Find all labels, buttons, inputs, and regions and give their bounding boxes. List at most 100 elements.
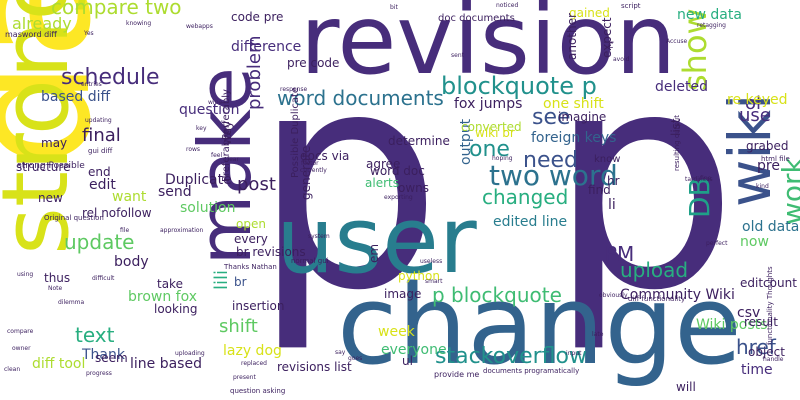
- word-end: end: [88, 165, 111, 179]
- word-avoid: avoid: [613, 56, 630, 63]
- word-deleted: deleted: [655, 79, 708, 95]
- word-wipe: wipe: [208, 99, 223, 106]
- word-code-pre: code pre: [231, 10, 284, 24]
- word-revision: revision: [300, 0, 677, 96]
- word-input: input: [566, 350, 582, 357]
- word-em: em: [367, 243, 381, 263]
- word-take: take: [157, 277, 183, 291]
- word-dilemma: dilemma: [58, 299, 85, 306]
- word-need: need: [523, 148, 578, 173]
- word-lili: lili: [211, 269, 232, 290]
- word-line-based: line based: [130, 356, 202, 372]
- word-retagging: retagging: [697, 22, 726, 29]
- word-using: using: [17, 271, 34, 278]
- word-response: response: [280, 86, 308, 93]
- word-old-data: old data: [742, 219, 800, 235]
- word-alerts: alerts: [365, 176, 399, 190]
- word-edit: edit: [89, 177, 116, 193]
- word-week: week: [378, 324, 415, 340]
- word-entries: entries: [81, 81, 102, 88]
- word-agree: agree: [366, 157, 401, 171]
- word-every: every: [234, 232, 268, 246]
- word-change: change: [337, 261, 742, 389]
- word-sent: sent: [451, 52, 464, 59]
- word-present: present: [233, 374, 256, 381]
- word-owner: owner: [12, 345, 31, 352]
- word-say: say: [335, 349, 346, 356]
- word-another: another: [565, 13, 579, 60]
- word-perfect: perfect: [706, 240, 728, 247]
- word-feel: feel: [211, 152, 223, 159]
- word-stackoverflow: stackoverflow: [435, 344, 587, 369]
- word-noticed: noticed: [496, 2, 519, 9]
- word-user: user: [276, 187, 477, 294]
- word-may: may: [41, 136, 68, 150]
- word-system: system: [308, 233, 330, 240]
- word-pm: PM: [605, 242, 635, 266]
- word-new-data: new data: [677, 7, 742, 23]
- word-foreign-keys: foreign keys: [531, 130, 617, 146]
- word-solution: solution: [180, 200, 236, 216]
- word-will: will: [676, 380, 696, 394]
- word-looking: looking: [154, 302, 198, 316]
- word-li: li: [608, 197, 616, 213]
- word-key: key: [196, 125, 207, 132]
- word-gained: gained: [569, 6, 610, 20]
- word-tardiness: tardiness: [685, 176, 713, 183]
- word-lazy-dog: lazy dog: [223, 343, 282, 359]
- word-bit: bit: [390, 4, 398, 11]
- word-open: open: [236, 217, 266, 231]
- word-new: new: [38, 191, 63, 205]
- word-db: DB: [683, 177, 716, 218]
- word-upload: upload: [620, 258, 689, 282]
- word-question: question: [179, 102, 240, 118]
- word-br: br: [234, 275, 247, 289]
- word-blockquote-p: blockquote p: [441, 72, 597, 100]
- word-compare: compare: [7, 328, 34, 335]
- word-goes: goes: [348, 355, 363, 362]
- word-note: Note: [48, 285, 63, 292]
- word-hoping: hoping: [492, 155, 513, 162]
- word-late: late: [592, 331, 604, 338]
- word-everyone: everyone: [381, 342, 447, 358]
- word-post: post: [237, 174, 276, 195]
- word-two-word: two word: [489, 159, 618, 192]
- word-ol: ol: [745, 93, 762, 114]
- word-grabed: grabed: [746, 139, 789, 153]
- word-c: c: [608, 40, 614, 51]
- word-diff-tool: diff tool: [32, 356, 86, 372]
- word-editcount: editcount: [740, 276, 797, 290]
- word-edited-line: edited line: [493, 214, 568, 230]
- word-difficult: difficult: [92, 275, 115, 282]
- word-knowing: knowing: [126, 20, 152, 27]
- word-thus: thus: [44, 271, 71, 285]
- word-yes: Yes: [84, 30, 94, 37]
- word-find: find: [588, 183, 611, 197]
- word-duplicate: Duplicate: [165, 172, 232, 188]
- word-seem: seem: [95, 351, 128, 365]
- word-accuse: Accuse: [666, 38, 688, 45]
- word-object: object: [748, 345, 785, 359]
- word-way: way: [220, 120, 234, 145]
- word-approximation: approximation: [160, 227, 204, 234]
- word-pre: pre: [757, 158, 780, 174]
- word-hr: hr: [607, 174, 620, 188]
- word-masword-diff: masword diff: [5, 30, 57, 39]
- word-see: see: [532, 105, 571, 130]
- word-file: file: [120, 227, 130, 234]
- word-know: know: [594, 154, 621, 165]
- word-shift: shift: [219, 316, 258, 337]
- word-now: now: [740, 234, 769, 250]
- word-brown-fox: brown fox: [128, 289, 198, 305]
- word-html-file: html file: [761, 155, 790, 163]
- word-docs-via: docs via: [300, 149, 350, 163]
- word-rows: rows: [186, 146, 201, 153]
- word-currently: currently: [300, 167, 327, 174]
- word-replaced: replaced: [241, 360, 267, 367]
- word-gui-diff: gui diff: [88, 147, 113, 155]
- word-structure: structure: [16, 160, 71, 174]
- word-wiki-posts: Wiki posts: [696, 317, 768, 333]
- word-wiki-br: wiki br: [475, 126, 515, 140]
- word-progress: progress: [86, 370, 112, 377]
